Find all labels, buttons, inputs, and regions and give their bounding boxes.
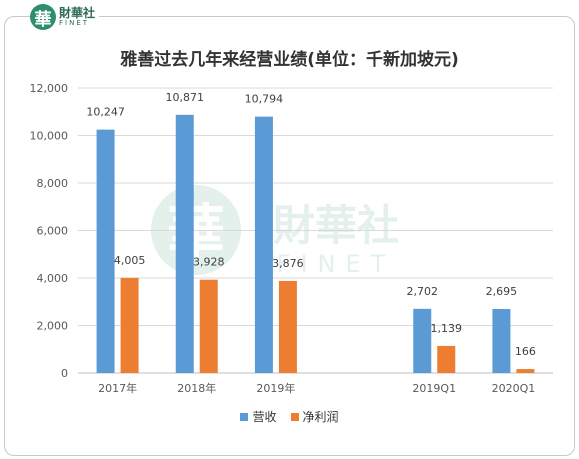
finet-logo-text: 財華社 FINET [59,7,95,27]
y-tick-label: 0 [61,367,68,380]
legend-swatch [290,412,299,421]
legend-swatch [240,412,249,421]
bar-revenue [413,308,432,373]
x-axis-ticks: 2017年 2018年 2019年 2019Q1 2020Q1 [98,381,535,395]
x-tick-label: 2020Q1 [492,382,536,395]
data-labels: 10,247 4,005 10,871 3,928 10,794 3,876 2,702 1,… [86,91,536,358]
x-tick-label: 2019Q1 [412,382,456,395]
legend-item-net-profit: 净利润 [290,408,339,425]
data-label: 10,794 [245,93,284,106]
data-label: 4,005 [114,254,146,267]
y-axis-ticks: 0 2,000 4,000 6,000 8,000 10,000 12,000 [30,82,69,380]
legend: 营收 净利润 [0,408,579,425]
legend-label: 营收 [252,410,277,424]
bar-revenue [254,116,273,373]
y-tick-label: 8,000 [37,177,69,190]
data-label: 10,247 [86,106,125,119]
bar-revenue [96,129,115,373]
data-label: 1,139 [431,322,463,335]
data-label: 2,695 [486,285,518,298]
y-tick-label: 6,000 [37,225,69,238]
x-tick-label: 2017年 [98,381,137,395]
data-label: 2,702 [407,285,439,298]
data-label: 3,876 [272,257,304,270]
bars [96,114,535,373]
chart-title: 雅善过去几年来经营业绩(单位：千新加坡元) [120,50,459,70]
finet-logo-icon: 華 [30,4,56,30]
bar-net-profit [437,345,456,373]
bar-net-profit [278,280,297,373]
x-tick-label: 2019年 [256,381,295,395]
legend-item-revenue: 营收 [240,408,277,425]
watermark-cn: 財華社 [273,201,399,250]
y-tick-label: 12,000 [30,82,69,95]
y-tick-label: 10,000 [30,130,69,143]
y-tick-label: 4,000 [37,272,69,285]
bar-net-profit [199,279,218,373]
data-label: 10,871 [166,91,205,104]
finet-logo-en: FINET [59,19,90,27]
finet-logo: 華 財華社 FINET [30,2,100,32]
x-tick-label: 2018年 [177,381,216,395]
watermark-en: FINET [277,250,396,278]
bar-revenue [492,308,511,373]
bar-net-profit [120,277,139,373]
legend-label: 净利润 [302,410,339,424]
bar-net-profit [516,369,535,373]
data-label: 3,928 [193,256,225,269]
finet-logo-cn: 財華社 [59,6,96,20]
bar-revenue [175,114,194,373]
data-label: 166 [515,345,536,358]
y-tick-label: 2,000 [37,320,69,333]
gridlines [78,87,553,374]
